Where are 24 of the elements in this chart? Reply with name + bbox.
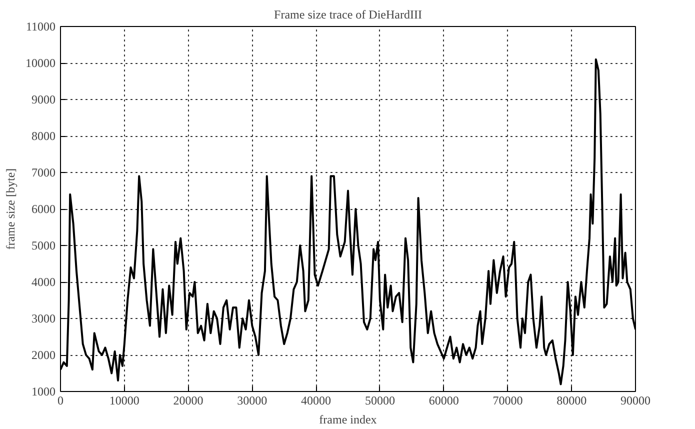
- y-tick-label: 9000: [32, 92, 56, 106]
- y-tick-label: 4000: [32, 275, 56, 289]
- x-tick-label: 50000: [364, 394, 395, 408]
- y-tick-label: 11000: [26, 20, 56, 34]
- x-tick-label: 40000: [301, 394, 332, 408]
- y-tick-label: 8000: [32, 129, 56, 143]
- x-tick-label: 30000: [237, 394, 268, 408]
- y-tick-label: 7000: [32, 166, 56, 180]
- x-tick-label: 60000: [428, 394, 459, 408]
- x-axis-title: frame index: [319, 412, 377, 426]
- chart-title: Frame size trace of DieHardIII: [274, 8, 422, 22]
- x-tick-label: 80000: [556, 394, 587, 408]
- y-tick-label: 5000: [32, 238, 56, 252]
- y-tick-label: 6000: [32, 202, 56, 216]
- x-tick-label: 20000: [173, 394, 204, 408]
- y-tick-label: 10000: [26, 56, 56, 70]
- x-tick-label: 10000: [109, 394, 140, 408]
- y-tick-label: 1000: [32, 384, 56, 398]
- x-tick-label: 0: [58, 394, 64, 408]
- y-tick-label: 3000: [32, 312, 56, 326]
- x-tick-label: 90000: [620, 394, 650, 408]
- y-axis-title: frame size [byte]: [4, 168, 18, 250]
- y-tick-label: 2000: [32, 348, 56, 362]
- x-tick-label: 70000: [492, 394, 523, 408]
